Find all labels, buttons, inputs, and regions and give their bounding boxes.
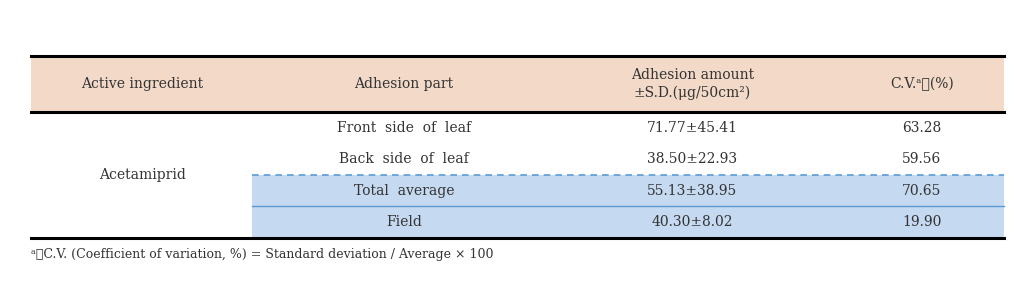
Text: 59.56: 59.56 xyxy=(902,152,941,166)
Text: ᵃ⧸C.V. (Coefficient of variation, %) = Standard deviation / Average × 100: ᵃ⧸C.V. (Coefficient of variation, %) = S… xyxy=(31,248,493,261)
Text: 63.28: 63.28 xyxy=(902,121,941,135)
Text: 38.50±22.93: 38.50±22.93 xyxy=(647,152,737,166)
Text: 55.13±38.95: 55.13±38.95 xyxy=(647,183,737,197)
Text: Back  side  of  leaf: Back side of leaf xyxy=(339,152,469,166)
Bar xyxy=(31,57,1004,112)
Text: 70.65: 70.65 xyxy=(902,183,941,197)
Text: Adhesion part: Adhesion part xyxy=(354,77,453,91)
Text: Front  side  of  leaf: Front side of leaf xyxy=(337,121,471,135)
Text: Active ingredient: Active ingredient xyxy=(81,77,203,91)
Bar xyxy=(252,206,1004,238)
Text: 71.77±45.41: 71.77±45.41 xyxy=(647,121,737,135)
Text: Adhesion amount
±S.D.(μg/50cm²): Adhesion amount ±S.D.(μg/50cm²) xyxy=(630,68,754,100)
Bar xyxy=(252,175,1004,206)
Text: 19.90: 19.90 xyxy=(902,215,941,229)
Text: Acetamiprid: Acetamiprid xyxy=(99,168,185,182)
Text: 40.30±8.02: 40.30±8.02 xyxy=(651,215,733,229)
Text: C.V.ᵃ⧸(%): C.V.ᵃ⧸(%) xyxy=(890,77,954,91)
Text: Field: Field xyxy=(386,215,421,229)
Text: Total  average: Total average xyxy=(353,183,454,197)
